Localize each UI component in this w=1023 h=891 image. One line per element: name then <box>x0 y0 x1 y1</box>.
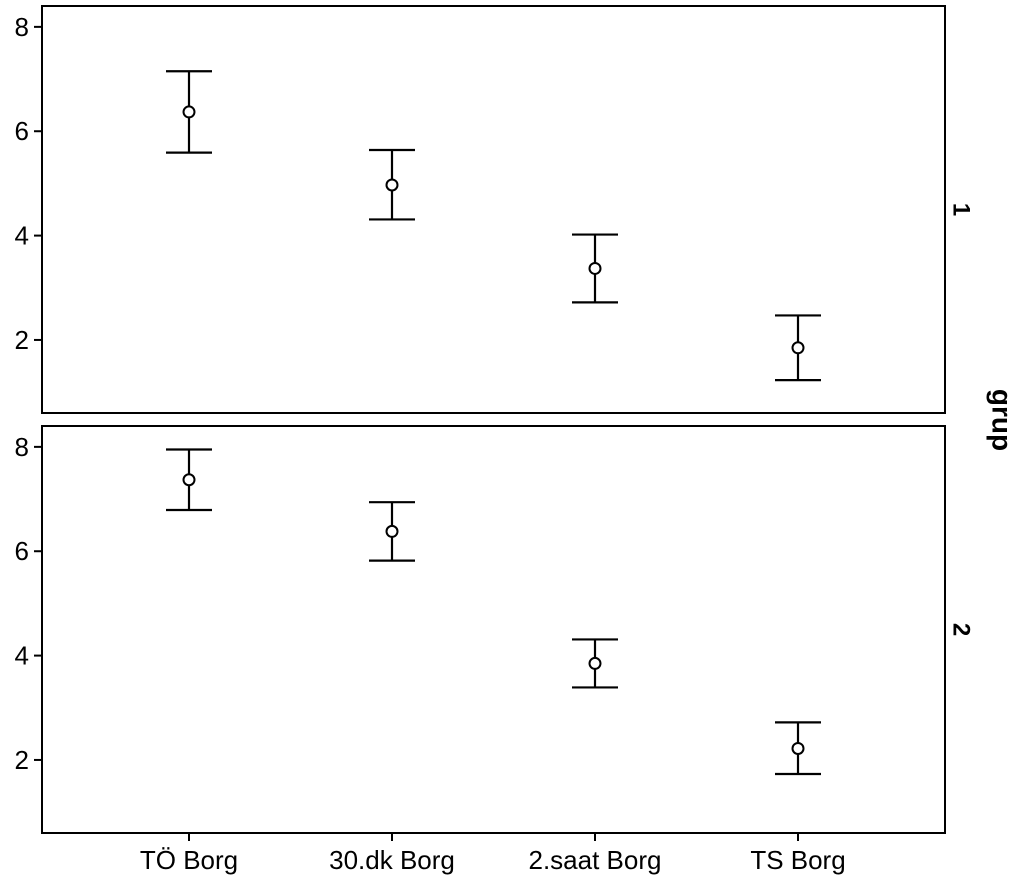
mean-point <box>588 261 602 275</box>
panel-1: 2 4 6 8 1 <box>15 5 975 414</box>
y-tick-label: 2 <box>15 325 29 355</box>
error-bar <box>572 638 618 689</box>
x-tick-label: 30.dk Borg <box>329 845 455 875</box>
mean-point <box>791 741 805 755</box>
y-tick-label: 4 <box>15 641 29 671</box>
error-bar <box>166 70 212 154</box>
mean-point <box>182 105 196 119</box>
error-bar <box>166 448 212 512</box>
x-axis: TÖ Borg 30.dk Borg 2.saat Borg TS Borg <box>140 833 846 875</box>
panel-2: 2 4 6 8 2 <box>15 425 975 834</box>
mean-point <box>385 524 399 538</box>
mean-point <box>182 473 196 487</box>
y-tick-label: 6 <box>15 536 29 566</box>
y-tick-label: 8 <box>15 432 29 462</box>
panel-frame <box>41 425 946 834</box>
panel-frame <box>41 5 946 414</box>
y-tick-label: 8 <box>15 12 29 42</box>
error-bar <box>369 148 415 221</box>
x-tick-label: TS Borg <box>750 845 845 875</box>
panel-label: 2 <box>948 623 975 636</box>
error-bar <box>369 501 415 562</box>
facet-title: grup <box>987 389 1018 451</box>
y-tick-label: 2 <box>15 745 29 775</box>
x-tick-label: 2.saat Borg <box>529 845 662 875</box>
y-tick-label: 4 <box>15 221 29 251</box>
y-tick-label: 6 <box>15 116 29 146</box>
panel-label: 1 <box>948 203 975 216</box>
mean-point <box>791 341 805 355</box>
error-bar <box>572 233 618 304</box>
error-bar <box>775 314 821 382</box>
mean-point <box>588 656 602 670</box>
error-bar <box>775 721 821 776</box>
x-tick-label: TÖ Borg <box>140 845 238 875</box>
panels-layer: 2 4 6 8 1 2 4 6 8 2 <box>15 5 975 834</box>
mean-point <box>385 178 399 192</box>
